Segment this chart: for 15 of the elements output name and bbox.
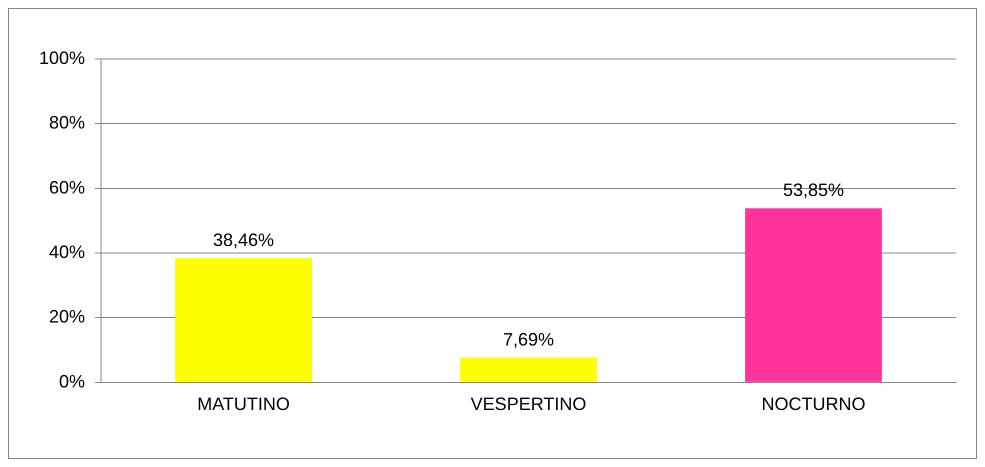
- data-label: 7,69%: [502, 330, 554, 350]
- data-label: 38,46%: [213, 230, 274, 250]
- y-tick-label: 0%: [59, 371, 86, 392]
- bar: [745, 208, 882, 382]
- bar: [175, 258, 312, 382]
- x-tick-label: MATUTINO: [197, 394, 290, 414]
- y-tick-label: 40%: [49, 242, 86, 262]
- y-tick-label: 60%: [49, 177, 86, 198]
- y-tick-label: 80%: [49, 112, 86, 133]
- bar: [460, 358, 597, 382]
- y-tick-label: 100%: [38, 48, 86, 68]
- y-tick-label: 20%: [49, 306, 86, 327]
- data-label: 53,85%: [782, 180, 844, 200]
- x-tick-label: VESPERTINO: [470, 394, 586, 414]
- x-tick-label: NOCTURNO: [762, 394, 866, 414]
